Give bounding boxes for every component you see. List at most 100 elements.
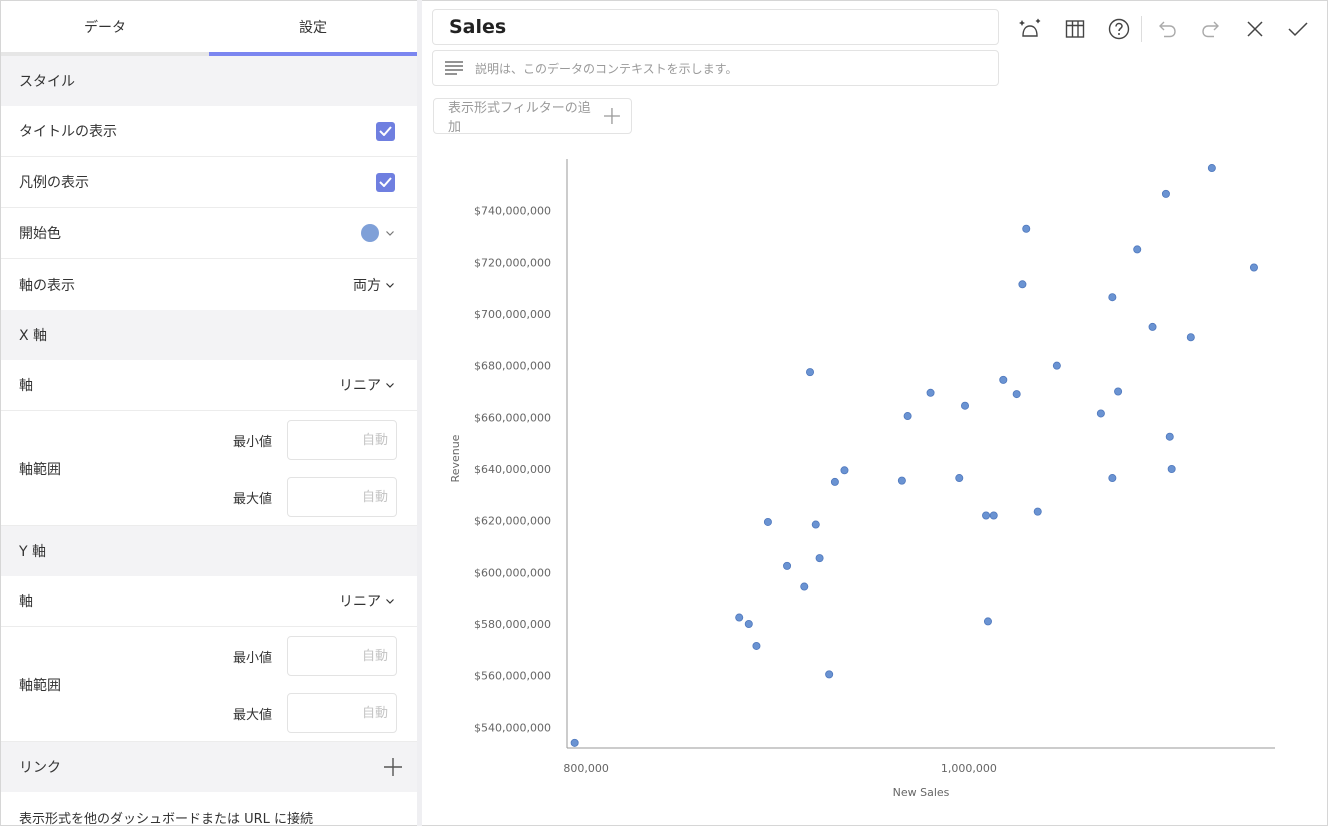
y-tick-label: $640,000,000	[474, 463, 551, 476]
visualization-icon[interactable]	[1016, 15, 1044, 43]
x-axis-min-input[interactable]	[287, 420, 397, 460]
x-axis-type-label: 軸	[19, 378, 33, 394]
y-axis-min-input[interactable]	[287, 636, 397, 676]
y-axis-type-dropdown[interactable]: リニア	[339, 591, 395, 611]
description-input[interactable]: 説明は、このデータのコンテキストを示します。	[432, 50, 999, 86]
x-tick-label: 1,000,000	[941, 762, 997, 775]
axis-display-row: 軸の表示 両方	[1, 259, 417, 310]
x-axis-range-label: 軸範囲	[19, 462, 61, 478]
y-tick-label: $540,000,000	[474, 721, 551, 734]
plus-icon	[604, 108, 621, 124]
y-tick-label: $680,000,000	[474, 360, 551, 373]
data-point	[1167, 464, 1176, 473]
axis-display-label: 軸の表示	[19, 277, 75, 294]
axis-display-dropdown[interactable]: 両方	[353, 275, 395, 295]
data-point	[811, 520, 820, 529]
tab-settings[interactable]: 設定	[209, 1, 417, 56]
data-point	[1033, 507, 1042, 516]
link-description: 表示形式を他のダッシュボードまたは URL に接続	[19, 812, 314, 825]
y-tick-label: $620,000,000	[474, 515, 551, 528]
y-tick-label: $580,000,000	[474, 618, 551, 631]
scatter-chart: $540,000,000 $560,000,000 $580,000,000 $600…	[449, 159, 1275, 799]
link-section-header: リンク	[1, 742, 417, 792]
y-tick-label: $600,000,000	[474, 566, 551, 579]
panel-divider[interactable]	[417, 0, 422, 826]
show-legend-label: 凡例の表示	[19, 175, 89, 191]
data-point	[1161, 189, 1170, 198]
add-link-icon[interactable]	[383, 757, 403, 777]
add-filter-button[interactable]: 表示形式フィルターの追加	[433, 98, 632, 135]
check-icon[interactable]	[1284, 15, 1312, 43]
show-legend-checkbox[interactable]	[376, 172, 395, 192]
y-axis-max-label: 最大値	[232, 707, 272, 723]
checkmark-icon	[379, 126, 392, 136]
help-icon[interactable]	[1105, 15, 1133, 43]
y-tick-label: $700,000,000	[474, 308, 551, 321]
data-point	[903, 412, 912, 421]
y-axis-title: Revenue	[449, 434, 462, 482]
start-color-picker[interactable]	[361, 224, 395, 242]
toolbar-separator	[1141, 16, 1142, 42]
y-axis-max-group: 最大値	[233, 693, 397, 733]
data-point	[1207, 164, 1216, 173]
title-input[interactable]: Sales	[432, 9, 999, 45]
data-point	[1165, 432, 1174, 441]
y-axis-section-header: Y 軸	[1, 526, 417, 576]
y-tick-label: $660,000,000	[474, 411, 551, 424]
data-point	[1114, 387, 1123, 396]
start-color-row: 開始色	[1, 208, 417, 259]
x-axis-type-row: 軸 リニア	[1, 360, 417, 411]
settings-panel: データ 設定 スタイル タイトルの表示 凡例の表示 開始色 軸の表示 両方 X …	[1, 1, 417, 825]
y-axis-min-label: 最小値	[232, 650, 272, 666]
data-point	[763, 517, 772, 526]
data-point	[825, 670, 834, 679]
redo-icon[interactable]	[1197, 15, 1225, 43]
x-axis-section-header: X 軸	[1, 310, 417, 360]
data-point	[1022, 224, 1031, 233]
x-axis-max-group: 最大値	[233, 477, 397, 517]
y-tick-label: $720,000,000	[474, 256, 551, 269]
menu-lines-icon	[445, 61, 463, 75]
data-point	[926, 388, 935, 397]
data-point	[815, 554, 824, 563]
show-title-checkbox[interactable]	[376, 121, 395, 141]
tab-data[interactable]: データ	[1, 1, 209, 56]
data-point	[1096, 409, 1105, 418]
data-point	[989, 511, 998, 520]
description-placeholder: 説明は、このデータのコンテキストを示します。	[475, 61, 738, 76]
x-axis-max-label: 最大値	[232, 491, 272, 507]
color-swatch	[361, 224, 379, 242]
undo-icon[interactable]	[1153, 15, 1181, 43]
data-point	[999, 375, 1008, 384]
data-point	[1133, 245, 1142, 254]
data-point	[840, 466, 849, 475]
data-point	[961, 401, 970, 410]
y-axis-min-group: 最小値	[233, 636, 397, 676]
data-point	[897, 476, 906, 485]
data-point	[735, 613, 744, 622]
x-axis-min-label: 最小値	[232, 434, 272, 450]
show-title-label: タイトルの表示	[19, 124, 117, 140]
y-axis-type-value: リニア	[339, 594, 381, 610]
data-point	[1186, 333, 1195, 342]
data-point	[1052, 361, 1061, 370]
y-axis-max-input[interactable]	[287, 693, 397, 733]
x-axis-type-dropdown[interactable]: リニア	[339, 375, 395, 395]
data-point	[806, 368, 815, 377]
data-point	[955, 474, 964, 483]
show-legend-row: 凡例の表示	[1, 157, 417, 208]
data-point	[1148, 322, 1157, 331]
data-point	[1012, 390, 1021, 399]
style-section-header: スタイル	[1, 56, 417, 106]
x-axis-type-value: リニア	[339, 378, 381, 394]
table-icon[interactable]	[1061, 15, 1089, 43]
close-icon[interactable]	[1241, 15, 1269, 43]
y-axis-range-label: 軸範囲	[19, 678, 61, 694]
data-point	[1249, 263, 1258, 272]
data-point	[744, 619, 753, 628]
x-axis-max-input[interactable]	[287, 477, 397, 517]
chevron-down-icon	[386, 599, 394, 604]
x-tick-label: 800,000	[563, 762, 609, 775]
x-axis-title: New Sales	[893, 786, 950, 799]
data-point	[570, 738, 579, 747]
